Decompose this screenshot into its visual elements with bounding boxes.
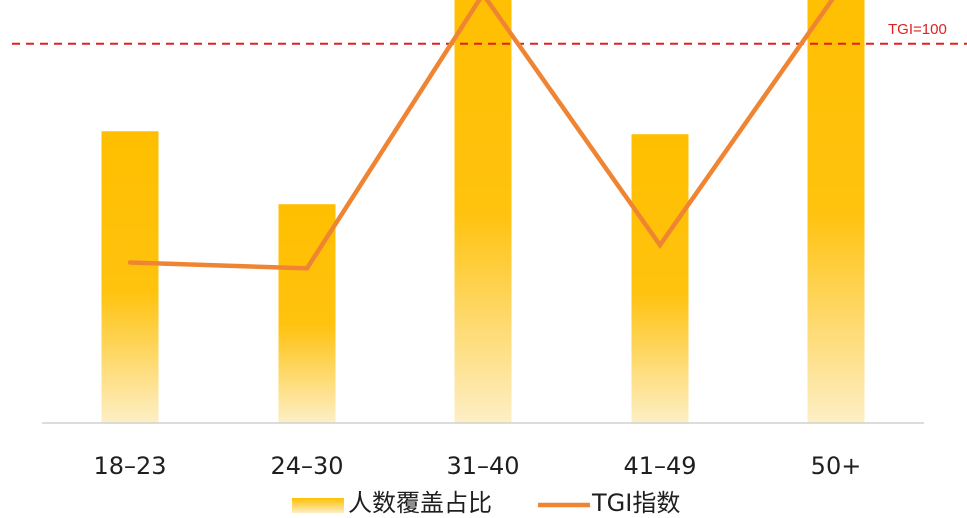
legend: 人数覆盖占比 TGI指数	[292, 489, 680, 517]
reference-line-group: TGI=100	[12, 21, 967, 45]
bar-4	[631, 134, 689, 423]
bars-group	[101, 0, 865, 423]
x-tick-label: 31–40	[446, 452, 519, 480]
tgi-line-group	[127, 0, 835, 271]
legend-bar-label: 人数覆盖占比	[348, 489, 492, 517]
legend-line-label: TGI指数	[591, 489, 680, 517]
bar-1	[101, 131, 159, 423]
x-tick-label: 41–49	[623, 452, 696, 480]
reference-line-label: TGI=100	[888, 21, 947, 38]
x-tick-label: 24–30	[270, 452, 343, 480]
x-tick-label: 50+	[811, 452, 862, 480]
x-tick-labels: 18–23 24–30 31–40 41–49 50+	[93, 452, 861, 480]
tgi-line	[127, 0, 835, 271]
bar-5	[807, 0, 865, 423]
legend-bar-swatch	[292, 498, 344, 513]
bar-3	[454, 0, 512, 423]
x-tick-label: 18–23	[93, 452, 166, 480]
